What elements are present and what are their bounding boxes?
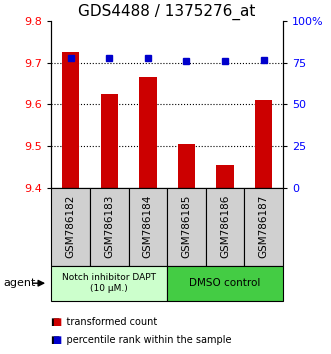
Bar — [178, 144, 195, 188]
Bar — [244, 188, 283, 266]
Text: DMSO control: DMSO control — [189, 278, 261, 288]
Text: GSM786185: GSM786185 — [181, 195, 191, 258]
Bar — [101, 94, 118, 188]
Bar — [128, 188, 167, 266]
Text: Notch inhibitor DAPT
(10 μM.): Notch inhibitor DAPT (10 μM.) — [62, 274, 156, 293]
Text: GSM786182: GSM786182 — [66, 195, 75, 258]
Text: ■  percentile rank within the sample: ■ percentile rank within the sample — [51, 335, 232, 345]
Text: ■: ■ — [52, 335, 61, 345]
Bar — [139, 78, 157, 188]
Text: GSM786186: GSM786186 — [220, 195, 230, 258]
Bar — [255, 100, 272, 188]
Bar — [206, 188, 244, 266]
Text: agent: agent — [3, 278, 36, 288]
Bar — [51, 266, 167, 301]
Bar — [216, 165, 234, 188]
Title: GDS4488 / 1375276_at: GDS4488 / 1375276_at — [78, 4, 256, 20]
Bar — [167, 188, 206, 266]
Text: GSM786187: GSM786187 — [259, 195, 269, 258]
Text: ■  transformed count: ■ transformed count — [51, 317, 158, 327]
Text: GSM786184: GSM786184 — [143, 195, 153, 258]
Text: ■: ■ — [52, 317, 61, 327]
Bar — [167, 266, 283, 301]
Bar — [62, 52, 79, 188]
Bar — [90, 188, 128, 266]
Bar — [51, 188, 90, 266]
Text: GSM786183: GSM786183 — [104, 195, 114, 258]
